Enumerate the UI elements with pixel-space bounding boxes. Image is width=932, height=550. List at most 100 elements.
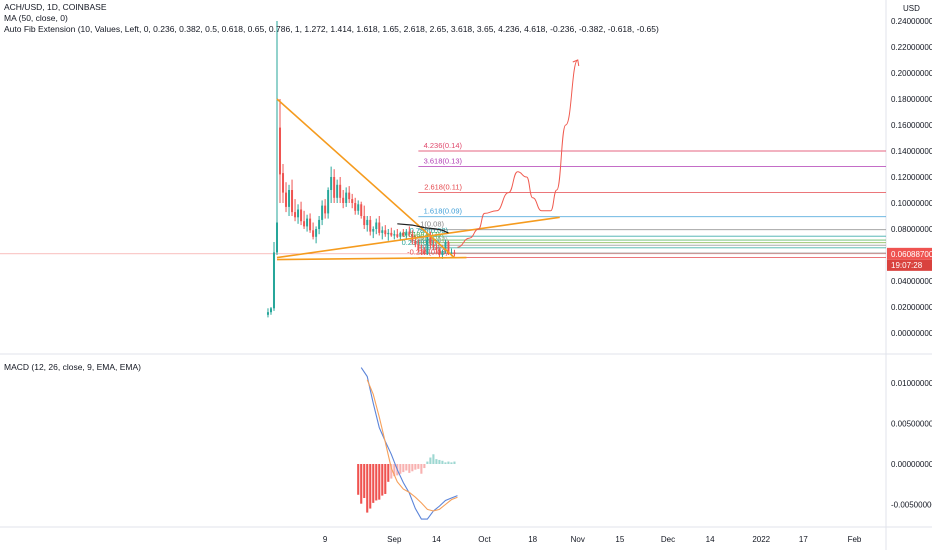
candle-body (441, 251, 444, 255)
candle-body (369, 219, 372, 232)
candle-body (444, 242, 447, 252)
macd-histogram-bar (432, 454, 435, 464)
macd-axis-tick-label: -0.00500000 (891, 501, 932, 510)
candle-body (291, 190, 294, 213)
candle-body (387, 232, 390, 235)
candle-body (282, 173, 285, 193)
candle-body (309, 218, 312, 231)
time-axis-tick-label: 2022 (752, 535, 770, 544)
candle-body (339, 184, 342, 198)
fib-extension-label[interactable]: Auto Fib Extension (10, Values, Left, 0,… (4, 24, 659, 34)
candle-body (342, 197, 345, 203)
projection-path (457, 59, 579, 248)
fib-level-label: 1.618(0.09) (424, 207, 463, 216)
candlestick-series (266, 21, 456, 318)
candle-body (318, 219, 321, 229)
ma-indicator-label[interactable]: MA (50, close, 0) (4, 13, 68, 23)
candle-body (266, 312, 269, 315)
macd-histogram-bar (453, 461, 456, 464)
candle-body (372, 229, 375, 232)
fib-level-label: 1(0.08) (420, 220, 444, 229)
candle-body (399, 232, 402, 237)
candle-body (438, 249, 441, 255)
candle-body (324, 205, 327, 214)
candle-body (363, 216, 366, 226)
candle-body (354, 203, 357, 211)
price-axis-tick-label: 0.18000000 (891, 95, 932, 104)
macd-pane (357, 367, 458, 520)
fib-extension-levels: 4.236(0.14) 3.618(0.13) 2.618(0.11) 1.618(0… (0, 141, 886, 259)
candle-body (447, 242, 450, 254)
macd-histogram-bar (390, 464, 393, 479)
time-axis-tick-label: 14 (706, 535, 715, 544)
macd-axis-tick-label: 0.00500000 (891, 420, 932, 429)
candle-body (435, 247, 438, 250)
macd-histogram-bar (399, 464, 402, 474)
fib-level-label: 0.382(0.07) (410, 235, 449, 244)
time-axis-tick-label: Nov (571, 535, 585, 544)
time-axis-tick-label: Feb (848, 535, 862, 544)
candle-body (450, 252, 453, 254)
candle-body (315, 229, 318, 237)
candle-body (396, 234, 399, 237)
macd-line (360, 367, 458, 520)
macd-histogram-bar (438, 459, 441, 464)
price-axis-tick-label: 0.14000000 (891, 147, 932, 156)
candle-body (420, 249, 423, 252)
fib-level-label: 0.5(0.07) (414, 233, 445, 242)
macd-axis-tick-label: 0.01000000 (891, 379, 932, 388)
candle-body (303, 221, 306, 227)
fib-level-label: 0.618(0.07) (402, 230, 441, 239)
price-axis-tick-label: 0.10000000 (891, 199, 932, 208)
candle-body (285, 192, 288, 207)
price-axis-tick-label: 0.16000000 (891, 121, 932, 130)
price-axis-tick-label: 0.08000000 (891, 225, 932, 234)
macd-axis-tick-label: 0.00000000 (891, 460, 932, 469)
countdown-tag-value: 19:07:28 (891, 261, 923, 270)
candle-body (269, 308, 272, 313)
signal-line (366, 379, 458, 512)
candle-body (426, 235, 429, 254)
candle-body (423, 251, 426, 254)
candle-body (306, 218, 309, 227)
candle-body (279, 127, 282, 175)
fib-level-label: 0(0.06) (420, 243, 444, 252)
candle-body (417, 244, 420, 250)
macd-histogram-bar (360, 464, 363, 504)
countdown-tag (887, 259, 932, 271)
candle-body (408, 231, 411, 235)
trendline (276, 256, 467, 261)
macd-indicator-label[interactable]: MACD (12, 26, close, 9, EMA, EMA) (4, 362, 141, 372)
price-axis-tick-label: 0.04000000 (891, 277, 932, 286)
price-axis-tick-label: 0.02000000 (891, 303, 932, 312)
candle-body (381, 230, 384, 233)
time-axis-tick-label: Dec (661, 535, 675, 544)
candle-body (336, 184, 339, 198)
macd-histogram-bar (369, 464, 372, 509)
fib-level-label: 0.786(0.08) (410, 226, 449, 235)
candle-body (357, 204, 360, 211)
symbol-title[interactable]: ACH/USD, 1D, COINBASE (4, 2, 107, 12)
macd-histogram-bar (426, 461, 429, 464)
fib-level-label: 4.236(0.14) (424, 141, 463, 150)
macd-histogram-bar (375, 464, 378, 501)
candle-body (327, 190, 330, 214)
candle-body (297, 209, 300, 218)
candle-body (414, 240, 417, 245)
time-axis-tick-label: Oct (478, 535, 491, 544)
time-axis-tick-label: 9 (323, 535, 328, 544)
price-tag-value: 0.06088700 (891, 250, 932, 259)
fib-level-label: 3.618(0.13) (424, 157, 463, 166)
candle-body (405, 231, 408, 236)
macd-histogram-bar (372, 464, 375, 503)
time-axis-tick-label: 15 (615, 535, 624, 544)
macd-histogram-bar (381, 464, 384, 496)
candle-body (402, 232, 405, 236)
currency-label: USD (903, 4, 920, 13)
macd-histogram-bar (393, 464, 396, 477)
price-tag (887, 247, 932, 260)
candle-body (272, 252, 275, 309)
projection-arrowhead (572, 59, 580, 67)
time-axis-tick-label: 14 (432, 535, 441, 544)
